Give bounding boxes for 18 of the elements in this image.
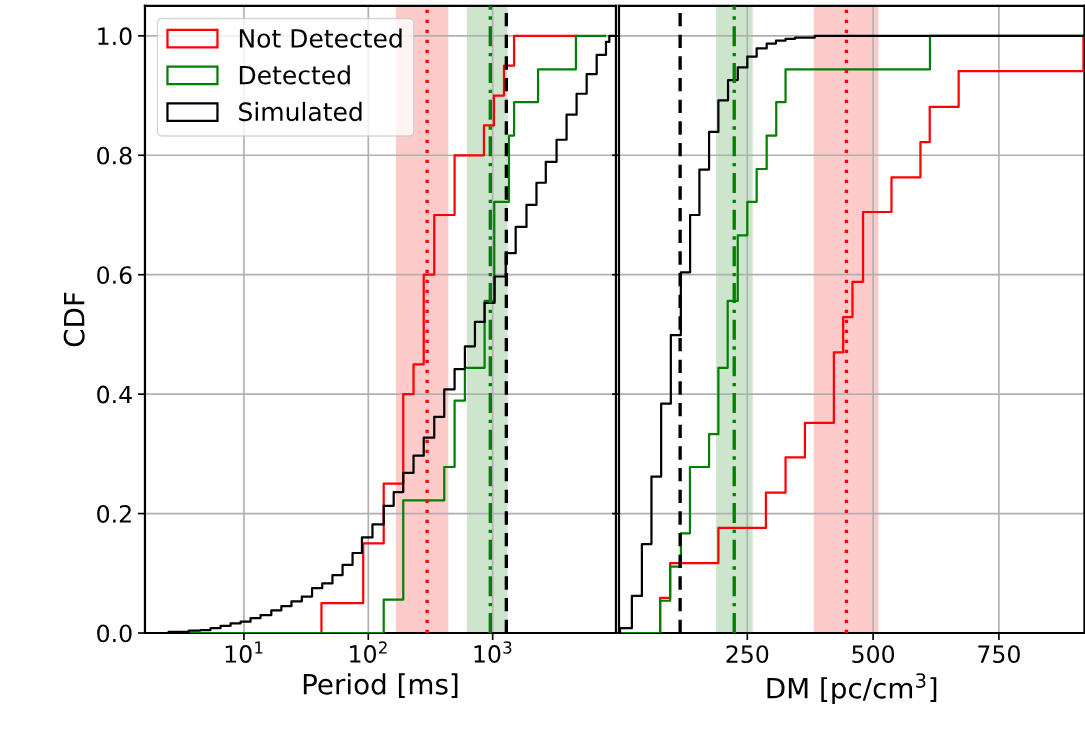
- y-tick-label: 1.0: [98, 27, 132, 46]
- x-tick-label: 250: [726, 645, 769, 664]
- x-tick-label: 750: [978, 645, 1020, 664]
- legend-label: Detected: [239, 65, 350, 85]
- y-axis-title: CDF: [63, 292, 85, 347]
- y-tick-label: 0.8: [97, 146, 132, 165]
- y-tick-label: 0.0: [97, 624, 132, 643]
- y-tick-label: 0.4: [97, 385, 132, 404]
- x-tick-label: 10$^{2}$: [350, 641, 387, 663]
- x-axis-title: Period [ms]: [303, 673, 458, 698]
- x-tick-label: 10$^{1}$: [225, 641, 263, 663]
- y-tick-label: 0.2: [97, 505, 131, 523]
- legend-label: Simulated: [239, 101, 362, 122]
- y-tick-label: 0.6: [97, 266, 132, 285]
- x-tick-label: 500: [852, 645, 895, 664]
- x-axis-title: DM [pc/cm$^{3}$]: [767, 673, 937, 705]
- x-tick-label: 10$^{3}$: [474, 641, 512, 663]
- legend-label: Not Detected: [239, 28, 402, 48]
